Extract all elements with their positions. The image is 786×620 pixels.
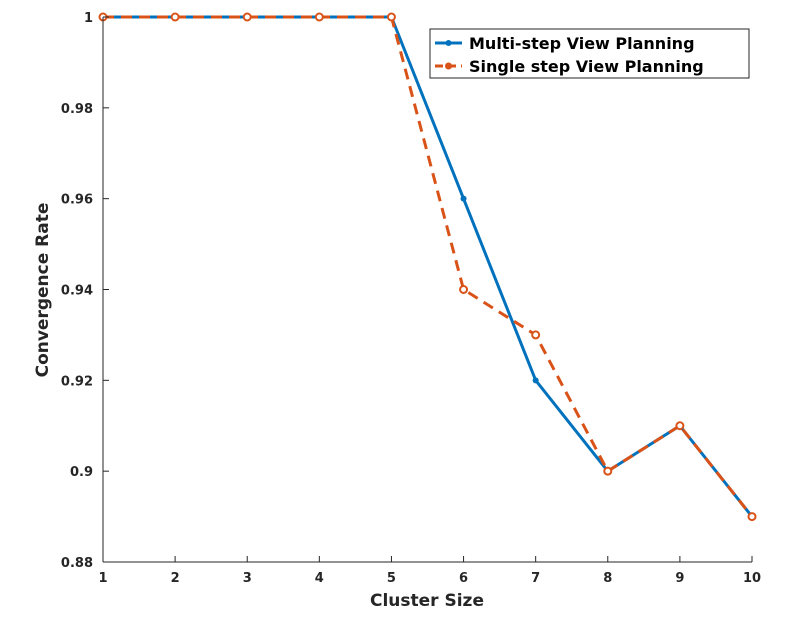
data-point — [170, 12, 180, 22]
data-point — [386, 12, 396, 22]
y-tick-label: 0.88 — [61, 556, 93, 571]
plot-area — [103, 17, 752, 562]
x-tick-label: 7 — [531, 571, 540, 586]
series-layer — [98, 12, 757, 522]
y-tick-label: 0.98 — [61, 102, 93, 117]
x-tick-label: 6 — [459, 571, 468, 586]
y-tick-label: 1 — [84, 11, 93, 26]
series-line-single-step — [103, 15, 754, 518]
data-point — [314, 12, 324, 22]
legend: Multi-step View Planning Single step Vie… — [429, 28, 750, 79]
data-point — [531, 330, 541, 340]
data-point — [532, 377, 539, 384]
x-axis-label: Cluster Size — [370, 591, 484, 611]
y-axis-label: Convergence Rate — [33, 203, 53, 378]
ticks-layer: 1 2 3 4 5 6 7 8 9 10 0.88 0.9 0.92 0.94 0.96 0.98 1 — [61, 11, 761, 586]
data-point — [460, 195, 467, 202]
y-tick-label: 0.92 — [61, 374, 93, 389]
legend-label-multi-step: Multi-step View Planning — [469, 34, 695, 53]
data-point — [459, 285, 469, 294]
y-tick-label: 0.9 — [70, 465, 93, 480]
y-tick-label: 0.94 — [61, 284, 93, 299]
x-tick-label: 2 — [171, 571, 180, 586]
legend-marker-single-step — [445, 62, 452, 70]
data-point — [242, 12, 252, 22]
x-tick-label: 3 — [243, 571, 252, 586]
x-tick-label: 4 — [315, 571, 324, 586]
legend-marker-multi-step — [445, 40, 452, 46]
x-tick-label: 5 — [387, 571, 396, 586]
data-point — [603, 466, 613, 476]
legend-box — [429, 28, 750, 79]
legend-label-single-step: Single step View Planning — [469, 57, 704, 76]
y-tick-label: 0.96 — [61, 193, 93, 208]
x-tick-label: 8 — [603, 571, 612, 586]
data-point — [747, 512, 757, 522]
x-tick-label: 1 — [98, 571, 107, 586]
data-point — [675, 421, 685, 431]
x-tick-label: 10 — [743, 571, 761, 586]
x-tick-label: 9 — [675, 571, 684, 586]
